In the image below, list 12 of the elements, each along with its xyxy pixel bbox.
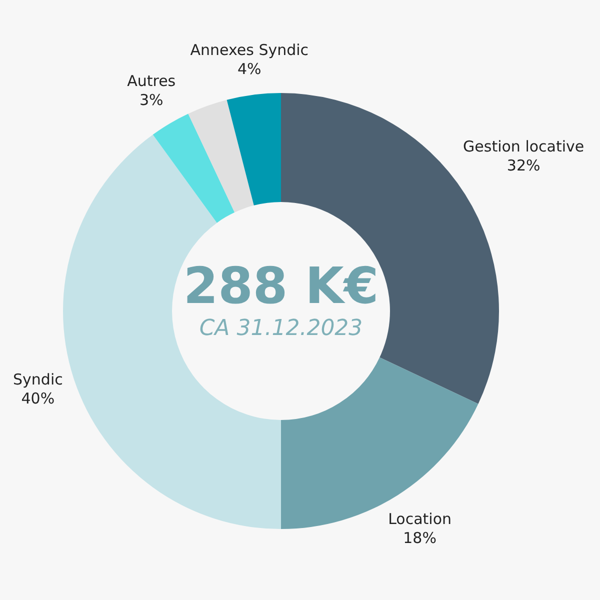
slice-label: Autres (127, 72, 176, 90)
data-label: 4% (237, 60, 262, 78)
slice-label: Syndic (13, 370, 63, 388)
slice-label: Gestion locative (463, 137, 584, 156)
data-label: 32% (506, 156, 540, 174)
data-label: 18% (403, 529, 436, 548)
text: 288 K€ (183, 257, 379, 315)
data-label: 40% (21, 389, 55, 408)
slice-label: Location (388, 510, 452, 528)
data-label: 3% (139, 91, 164, 110)
slice-label: Annexes Syndic (190, 41, 309, 60)
text: CA 31.12.2023 (199, 316, 363, 341)
